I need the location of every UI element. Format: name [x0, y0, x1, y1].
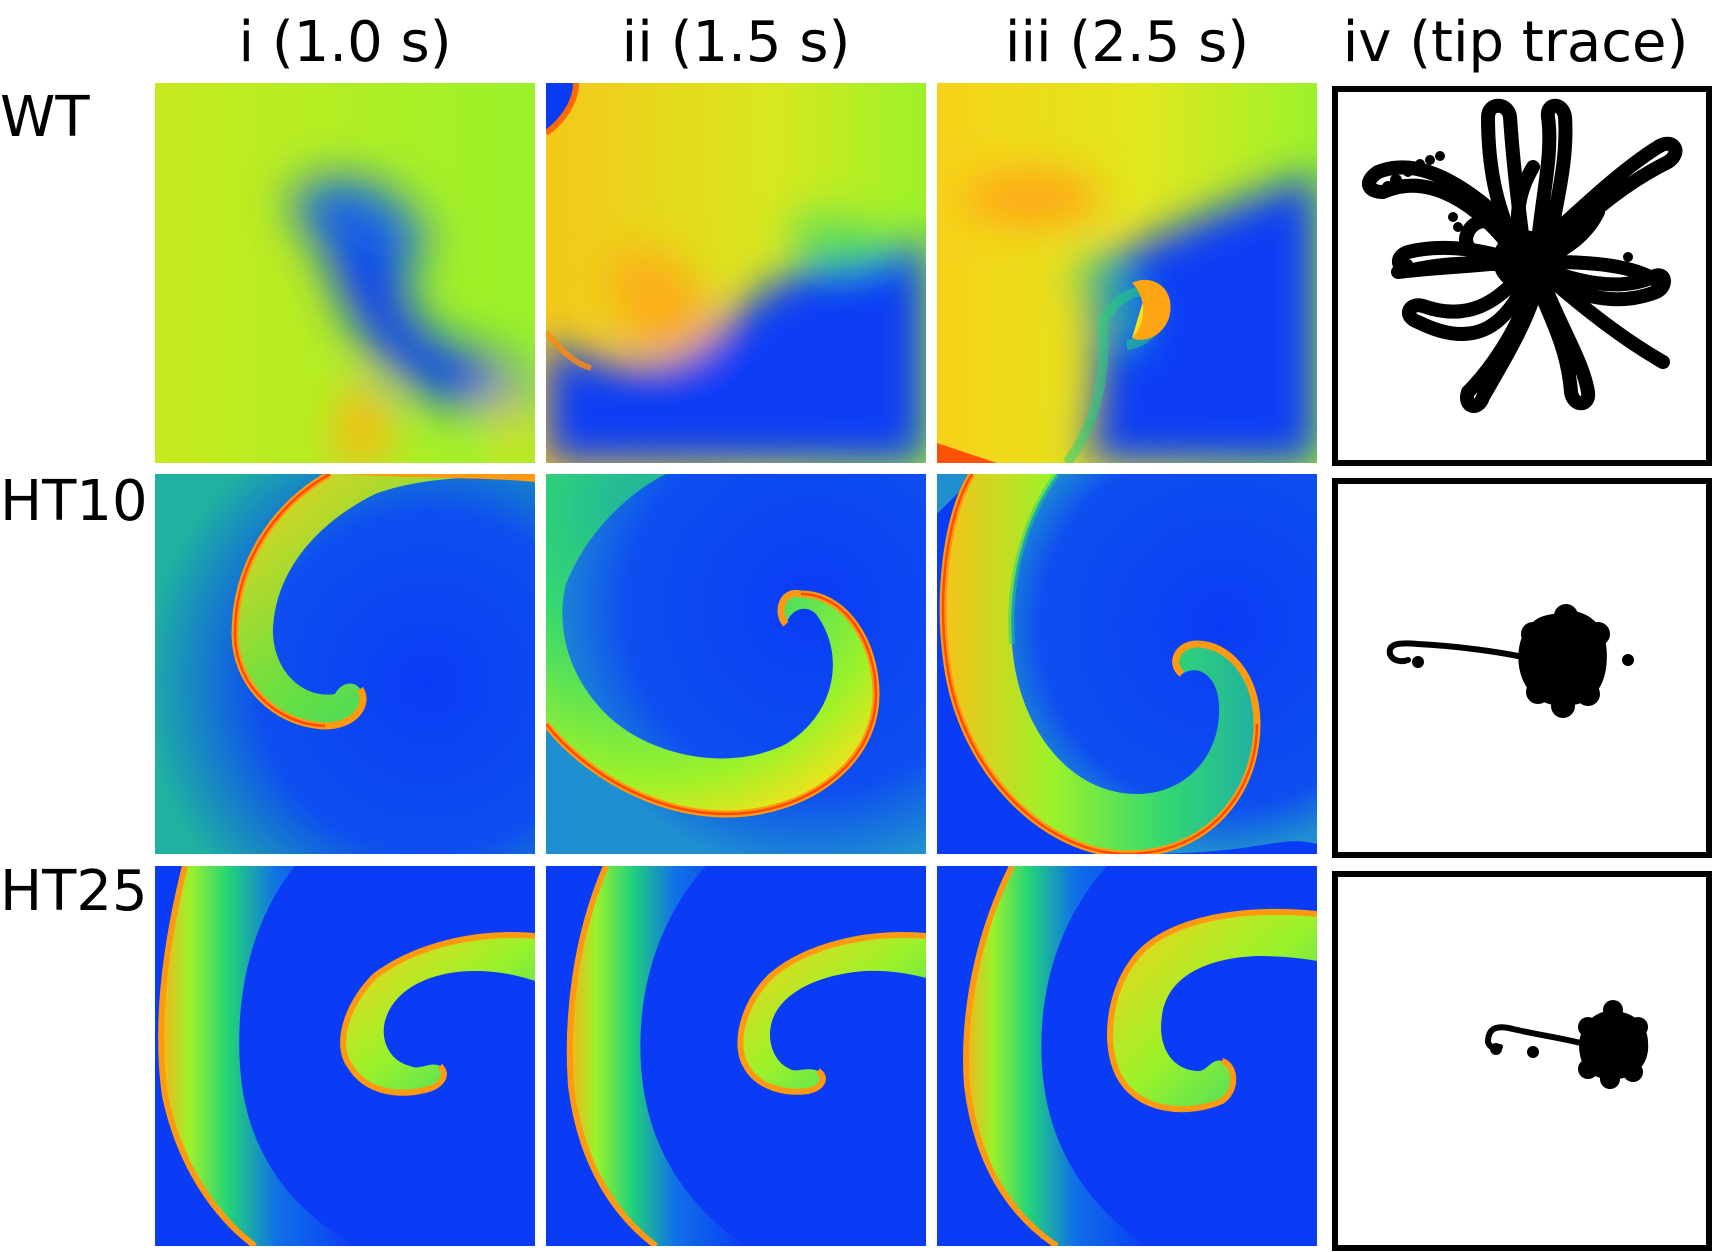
ht10-tip-trace-panel: [1332, 478, 1712, 858]
row-label-ht25: HT25: [0, 859, 148, 924]
wt-tip-trace-panel: [1332, 86, 1712, 466]
ht25-tip-trace: [1485, 1000, 1649, 1089]
row-label-ht10: HT10: [0, 469, 148, 534]
ht25-panel-iii: [937, 866, 1317, 1246]
ht10-tip-trace: [1386, 604, 1634, 718]
ht25-tip-trace-panel: [1332, 871, 1712, 1251]
wt-panel-iii: [937, 83, 1317, 463]
column-header-iii: iii (2.5 s): [1004, 10, 1250, 75]
column-header-i: i (1.0 s): [238, 10, 452, 75]
ht25-panel-ii: [546, 866, 926, 1246]
ht10-panel-ii: [546, 474, 926, 854]
ht10-panel-iii: [937, 474, 1317, 854]
row-label-wt: WT: [0, 85, 90, 150]
column-header-ii: ii (1.5 s): [621, 10, 851, 75]
ht10-panel-i: [155, 474, 535, 854]
wt-panel-ii: [546, 83, 926, 463]
wt-panel-i: [155, 83, 535, 463]
ht25-panel-i: [155, 866, 535, 1246]
column-header-iv: iv (tip trace): [1342, 10, 1689, 75]
wt-tip-trace: [1362, 98, 1683, 413]
